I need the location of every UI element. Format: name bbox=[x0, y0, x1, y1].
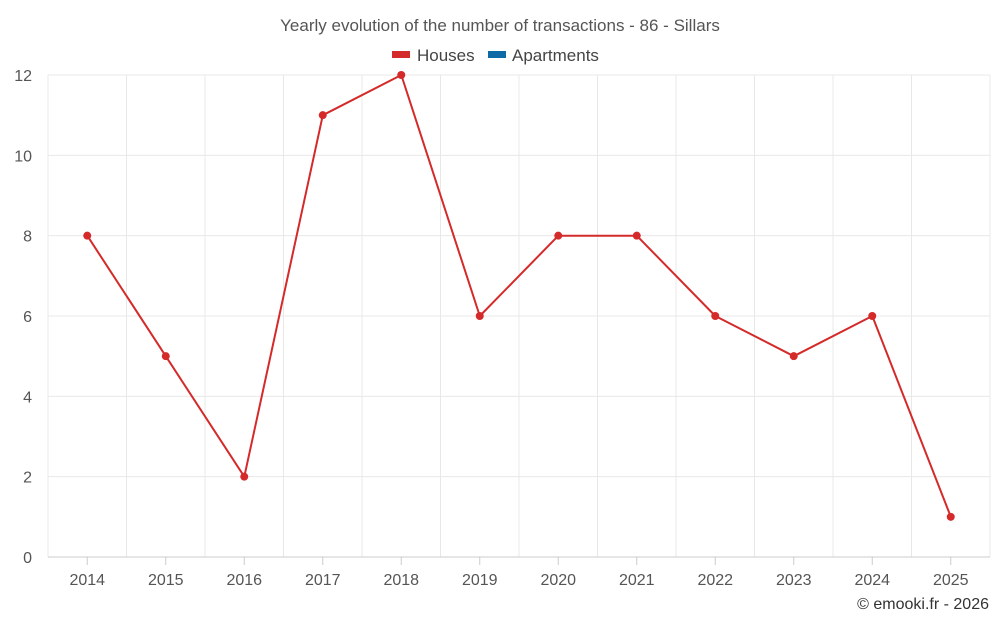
data-point-houses-2017[interactable] bbox=[318, 111, 327, 120]
series-line-houses bbox=[86, 74, 952, 518]
y-tick-label-12: 12 bbox=[14, 68, 32, 85]
data-point-houses-2016[interactable] bbox=[240, 472, 249, 481]
legend-item-apartments[interactable]: Apartments bbox=[488, 46, 599, 65]
y-tick-label-10: 10 bbox=[14, 148, 32, 165]
data-point-houses-2020[interactable] bbox=[554, 231, 563, 240]
x-tick-label-2019: 2019 bbox=[462, 572, 498, 589]
y-axis: 0 2 4 6 8 10 12 bbox=[14, 68, 32, 567]
x-tick-label-2015: 2015 bbox=[148, 572, 184, 589]
x-tick-label-2021: 2021 bbox=[619, 572, 655, 589]
x-tick-label-2020: 2020 bbox=[540, 572, 576, 589]
x-tick-label-2023: 2023 bbox=[776, 572, 812, 589]
x-tick-label-2014: 2014 bbox=[69, 572, 105, 589]
y-tick-label-6: 6 bbox=[23, 309, 32, 326]
data-point-houses-2021[interactable] bbox=[632, 231, 641, 240]
data-point-houses-2022[interactable] bbox=[711, 312, 720, 320]
data-point-houses-2024[interactable] bbox=[868, 312, 877, 320]
chart-title: Yearly evolution of the number of transa… bbox=[280, 16, 720, 35]
data-point-houses-2019[interactable] bbox=[475, 312, 484, 320]
legend-item-houses[interactable]: Houses bbox=[392, 46, 475, 65]
legend-label-apartments: Apartments bbox=[512, 46, 599, 65]
data-point-houses-2025[interactable] bbox=[946, 512, 955, 521]
x-axis: 2014 2015 2016 2017 2018 2019 2020 2021 2022 2023… bbox=[48, 556, 990, 589]
x-tick-label-2018: 2018 bbox=[383, 572, 419, 589]
grid bbox=[47, 74, 991, 558]
data-point-houses-2015[interactable] bbox=[161, 352, 170, 361]
y-tick-label-2: 2 bbox=[23, 470, 32, 487]
legend-swatch-apartments bbox=[488, 51, 506, 58]
series-layer bbox=[83, 71, 955, 521]
data-point-houses-2023[interactable] bbox=[789, 352, 798, 361]
data-point-houses-2018[interactable] bbox=[397, 71, 406, 79]
y-tick-label-4: 4 bbox=[23, 389, 32, 406]
x-tick-label-2022: 2022 bbox=[697, 572, 733, 589]
legend[interactable]: Houses Apartments bbox=[392, 46, 599, 65]
x-tick-label-2016: 2016 bbox=[226, 572, 262, 589]
x-tick-label-2017: 2017 bbox=[305, 572, 341, 589]
legend-label-houses: Houses bbox=[417, 46, 475, 65]
y-tick-label-8: 8 bbox=[23, 229, 32, 246]
data-point-houses-2014[interactable] bbox=[83, 231, 92, 240]
legend-swatch-houses bbox=[392, 51, 410, 58]
y-tick-label-0: 0 bbox=[23, 550, 32, 567]
credit-text: © emooki.fr - 2026 bbox=[857, 596, 989, 613]
x-tick-label-2025: 2025 bbox=[933, 572, 969, 589]
x-tick-label-2024: 2024 bbox=[854, 572, 890, 589]
